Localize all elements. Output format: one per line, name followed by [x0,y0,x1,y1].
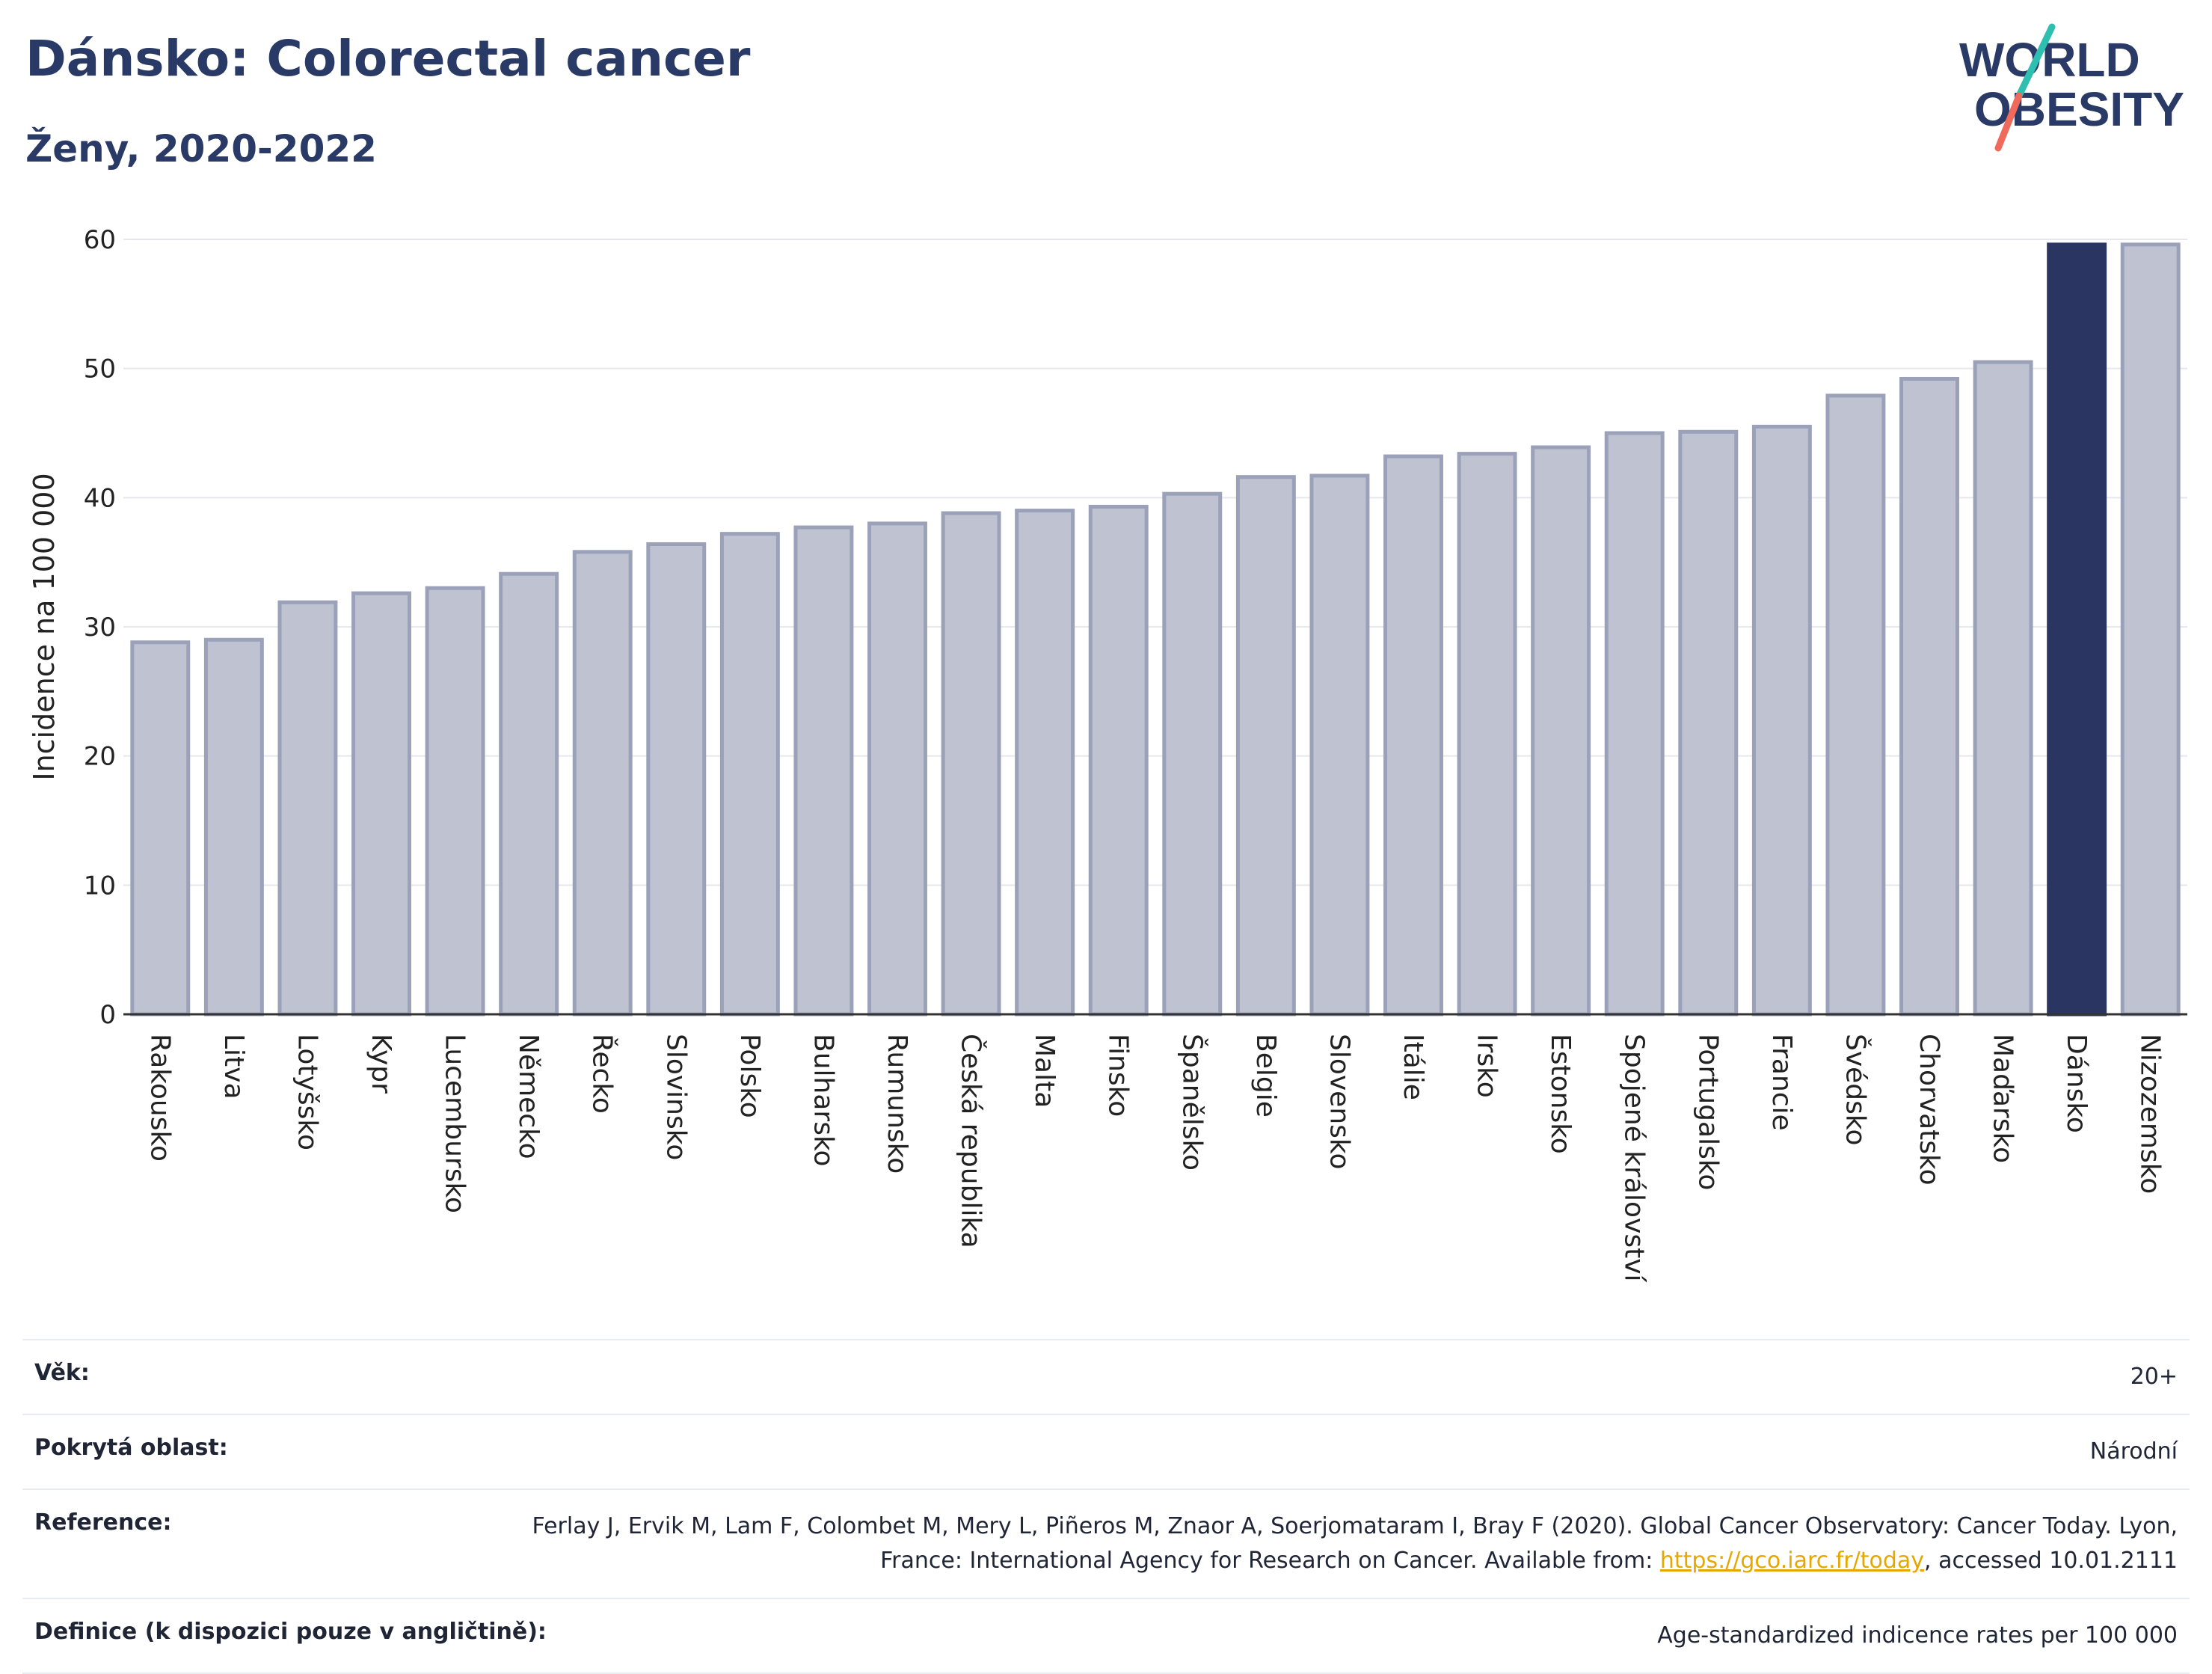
bar-11 [941,511,1001,1017]
bar-22 [1751,424,1812,1017]
x-tick-label: Lucembursko [440,1034,470,1213]
bar-15 [1235,475,1296,1017]
x-tick-label: Litva [218,1034,249,1100]
x-tick-label: Lotyšsko [292,1034,322,1150]
metadata-table: Věk: 20+ Pokrytá oblast: Národní Referen… [22,1339,2190,1674]
meta-reference-label: Reference: [34,1509,172,1536]
y-tick-label: 20 [84,742,116,772]
bar-5 [499,571,559,1017]
bar-8 [719,532,780,1017]
x-tick-label: Řecko [587,1034,618,1114]
x-tick-label: Slovinsko [660,1034,691,1160]
logo-slash-coral [1994,92,2023,152]
meta-row-definition: Definice (k dispozici pouze v angličtině… [22,1599,2190,1674]
x-tick-label: Slovensko [1324,1034,1354,1170]
bar-chart: 0 10 20 30 40 50 60 Incidence na 100 000 Rakousk… [28,225,2187,1283]
y-tick-label: 30 [84,613,116,643]
x-tick-label: Kypr [366,1034,396,1094]
x-tick-label: Estonsko [1545,1034,1576,1154]
page-title: Dánsko: Colorectal cancer [25,30,751,88]
reference-tail: , accessed 10.01.2111 [1924,1548,2178,1574]
meta-age-label: Věk: [34,1360,90,1386]
bar-16 [1309,473,1370,1017]
page-subtitle: Ženy, 2020-2022 [25,127,377,171]
y-tick-label: 40 [84,483,116,513]
bar-2 [277,600,338,1017]
bar-12 [1015,509,1075,1017]
bar-1 [203,637,264,1017]
x-tick-label: Irsko [1472,1034,1502,1098]
y-axis-title: Incidence na 100 000 [28,473,61,780]
x-tick-label: Španělsko [1176,1034,1208,1171]
logo-slash-teal [2015,23,2056,99]
y-tick-label: 10 [84,871,116,901]
bar-10 [867,521,927,1017]
bar-24 [1899,376,1959,1017]
x-tick-label: Spojené království [1619,1034,1650,1283]
bar-14 [1162,491,1223,1017]
meta-area-label: Pokrytá oblast: [34,1435,228,1461]
bar-3 [351,591,411,1017]
bar-17 [1383,454,1443,1017]
bar-0 [130,640,191,1017]
meta-reference-value: Ferlay J, Ervik M, Lam F, Colombet M, Me… [495,1509,2178,1578]
x-tick-label: Švédsko [1840,1034,1871,1146]
x-tick-label: Nizozemsko [2135,1034,2166,1194]
y-tick-label: 60 [84,225,116,255]
meta-row-age: Věk: 20+ [22,1340,2190,1415]
bar-27 [2120,242,2181,1017]
meta-row-area: Pokrytá oblast: Národní [22,1415,2190,1490]
x-tick-label: Itálie [1398,1034,1428,1100]
logo-line-1: WORLD [1959,33,2140,87]
x-tick-label: Belgie [1250,1034,1281,1117]
meta-age-value: 20+ [2130,1364,2178,1390]
bar-25 [1973,360,2033,1017]
bar-20 [1604,431,1665,1017]
meta-area-value: Národní [2089,1438,2178,1465]
bar-4 [425,586,485,1017]
bar-7 [646,542,707,1017]
bar-26 [2047,242,2107,1017]
x-tick-label: Malta [1029,1034,1060,1108]
reference-text: Ferlay J, Ervik M, Lam F, Colombet M, Me… [532,1513,2178,1574]
bar-19 [1531,445,1591,1017]
x-tick-label: Francie [1766,1034,1797,1131]
meta-definition-value: Age-standardized indicence rates per 100… [1657,1622,2178,1649]
x-tick-label: Finsko [1103,1034,1134,1117]
x-tick-label: Bulharsko [808,1034,838,1167]
bar-23 [1825,393,1886,1017]
world-obesity-logo: WORLD OBESITY [1959,23,2184,152]
reference-link[interactable]: https://gco.iarc.fr/today [1659,1548,1925,1574]
bar-18 [1457,452,1517,1017]
y-tick-label: 0 [99,1000,116,1030]
x-tick-label: Rakousko [144,1034,175,1162]
x-tick-label: Dánsko [2061,1034,2092,1133]
meta-definition-label: Definice (k dispozici pouze v angličtině… [34,1619,547,1645]
y-tick-label: 50 [84,355,116,384]
bar-6 [572,550,633,1017]
x-tick-label: Německo [513,1034,544,1159]
x-tick-label: Chorvatsko [1914,1034,1944,1186]
x-tick-label: Rumunsko [882,1034,912,1174]
bar-21 [1678,429,1739,1017]
meta-row-reference: Reference: Ferlay J, Ervik M, Lam F, Col… [22,1490,2190,1599]
x-tick-label: Maďarsko [1988,1034,2018,1163]
bar-9 [793,525,854,1017]
x-tick-label: Česká republika [956,1034,987,1248]
bar-13 [1088,504,1149,1017]
x-tick-label: Portugalsko [1692,1034,1723,1190]
x-tick-label: Polsko [734,1034,765,1118]
